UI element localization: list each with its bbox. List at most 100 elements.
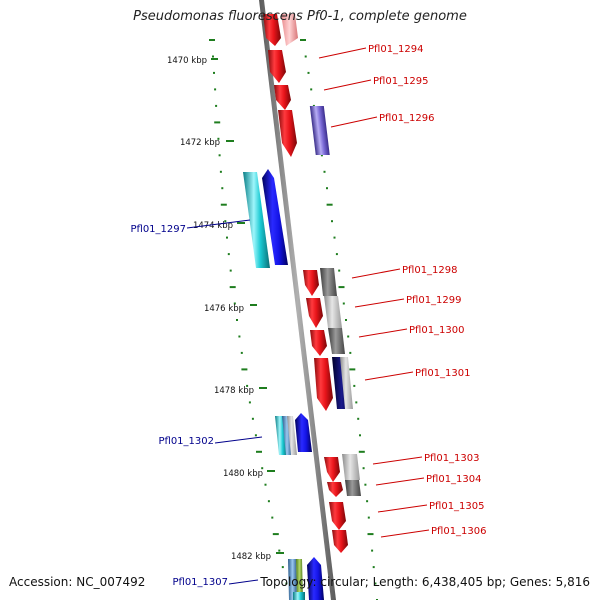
map-title: Pseudomonas fluorescens Pf0-1, complete … xyxy=(133,9,467,24)
gene-arrow[interactable] xyxy=(281,14,298,46)
tick-dot xyxy=(226,236,228,239)
gene-arrow-pfl01-1305[interactable] xyxy=(329,502,346,530)
gene-block[interactable] xyxy=(340,357,353,409)
gene-label-text[interactable]: Pfl01_1306 xyxy=(431,526,487,537)
tick-dot xyxy=(238,335,241,338)
gene-label-pfl01-1301[interactable]: Pfl01_1301 xyxy=(364,368,471,381)
gene-arrow[interactable] xyxy=(263,14,281,46)
gene-arrow[interactable] xyxy=(295,413,312,452)
tick-dot xyxy=(217,137,220,140)
gene-label-text[interactable]: Pfl01_1298 xyxy=(402,265,458,276)
gene-label-text[interactable]: Pfl01_1294 xyxy=(368,44,424,55)
kbp-scale: 1470 kbp 1472 kbp 1474 kbp 1476 kbp 1478… xyxy=(167,56,284,562)
gene-block[interactable] xyxy=(320,268,337,296)
gene-label-text[interactable]: Pfl01_1300 xyxy=(409,325,465,336)
gene-label-text[interactable]: Pfl01_1295 xyxy=(373,76,429,87)
gene-label-text[interactable]: Pfl01_1305 xyxy=(429,501,485,512)
gene-label-text[interactable]: Pfl01_1299 xyxy=(406,295,462,306)
gene-label-pfl01-1299[interactable]: Pfl01_1299 xyxy=(354,295,462,308)
tick-dot xyxy=(267,500,270,503)
tick-dot xyxy=(229,286,236,289)
tick-dot xyxy=(338,286,345,289)
tick-dot xyxy=(307,71,310,74)
gene-label-pfl01-1297[interactable]: Pfl01_1297 xyxy=(130,219,251,235)
gene-label-text[interactable]: Pfl01_1302 xyxy=(158,436,214,447)
tick-dot xyxy=(227,253,230,256)
tick-dot xyxy=(248,401,251,404)
gene-label-text[interactable]: Pfl01_1301 xyxy=(415,368,471,379)
gene-block[interactable] xyxy=(287,416,297,455)
gene-arrow-pfl01-1295[interactable] xyxy=(274,85,291,110)
tick-dot xyxy=(355,401,358,404)
gene-label-pfl01-1304[interactable]: Pfl01_1304 xyxy=(375,474,482,486)
gene-label-text[interactable]: Pfl01_1307 xyxy=(172,577,228,588)
gene-label-text[interactable]: Pfl01_1304 xyxy=(426,474,482,485)
tick-dot xyxy=(349,368,356,371)
gene-arrow-pfl01-1299[interactable] xyxy=(306,298,323,328)
feature-track-left xyxy=(243,169,324,600)
gene-label-pfl01-1306[interactable]: Pfl01_1306 xyxy=(380,526,487,538)
tick-dot xyxy=(366,500,369,503)
gene-label-pfl01-1298[interactable]: Pfl01_1298 xyxy=(351,265,458,279)
tick-dot xyxy=(261,467,264,470)
gene-arrow-pfl01-1300[interactable] xyxy=(310,330,327,356)
gene-label-pfl01-1303[interactable]: Pfl01_1303 xyxy=(372,453,480,465)
tick-dot xyxy=(374,582,377,585)
tick-dot xyxy=(367,516,370,519)
kbp-label: 1470 kbp xyxy=(167,56,207,66)
gene-arrow-pfl01-1306[interactable] xyxy=(332,530,348,553)
gene-arrow-pfl01-1294[interactable] xyxy=(268,50,286,83)
gene-block[interactable] xyxy=(309,106,330,155)
gene-label-pfl01-1300[interactable]: Pfl01_1300 xyxy=(358,325,465,338)
gene-label-pfl01-1296[interactable]: Pfl01_1296 xyxy=(330,113,435,128)
tick-dot xyxy=(233,302,236,305)
tick-dot xyxy=(312,104,315,107)
gene-arrow-pfl01-1298[interactable] xyxy=(303,270,319,296)
gene-arrow-pfl01-1304[interactable] xyxy=(327,482,343,497)
tick-dot xyxy=(246,384,249,387)
gene-label-text[interactable]: Pfl01_1297 xyxy=(130,224,186,235)
gene-label-pfl01-1305[interactable]: Pfl01_1305 xyxy=(377,501,485,513)
gene-block[interactable] xyxy=(342,454,360,480)
gene-label-pfl01-1307[interactable]: Pfl01_1307 xyxy=(172,577,259,588)
kbp-label: 1482 kbp xyxy=(231,552,271,562)
tick-dot xyxy=(372,566,375,569)
tick-dot xyxy=(272,533,279,536)
gene-label-text[interactable]: Pfl01_1296 xyxy=(379,113,435,124)
tick-dot xyxy=(304,55,307,58)
gene-block[interactable] xyxy=(282,416,292,455)
gene-label-text[interactable]: Pfl01_1303 xyxy=(424,453,480,464)
gene-block-pfl01-1307[interactable] xyxy=(288,559,297,600)
tick-dot xyxy=(214,88,217,91)
genome-backbone xyxy=(259,0,336,600)
tick-dot xyxy=(333,236,336,239)
left-gene-labels: Pfl01_1297 Pfl01_1302 Pfl01_1307 xyxy=(130,219,263,588)
gene-block[interactable] xyxy=(293,592,305,600)
tick-dot xyxy=(241,368,248,371)
gene-block[interactable] xyxy=(345,480,361,496)
genome-summary-text: Topology: circular; Length: 6,438,405 bp… xyxy=(260,575,590,589)
gene-arrow[interactable] xyxy=(307,557,324,600)
tick-dot xyxy=(359,434,361,437)
tick-dot xyxy=(371,549,374,552)
gene-arrow[interactable] xyxy=(262,169,288,265)
gene-label-pfl01-1302[interactable]: Pfl01_1302 xyxy=(158,436,263,447)
tick-dot xyxy=(357,417,360,420)
tick-dot xyxy=(209,39,215,41)
kbp-label: 1472 kbp xyxy=(180,138,220,148)
gene-block[interactable] xyxy=(296,559,303,600)
gene-arrow-pfl01-1303[interactable] xyxy=(324,457,340,482)
gene-label-pfl01-1294[interactable]: Pfl01_1294 xyxy=(318,44,424,59)
tick-dot xyxy=(364,483,367,486)
gene-block-pfl01-1297[interactable] xyxy=(243,172,270,268)
gene-arrow-pfl01-1301[interactable] xyxy=(314,358,333,411)
gene-block[interactable] xyxy=(324,296,342,328)
gene-label-pfl01-1295[interactable]: Pfl01_1295 xyxy=(323,76,429,91)
gene-arrow-pfl01-1296[interactable] xyxy=(278,110,297,157)
kbp-tick-1470: 1470 kbp xyxy=(167,56,218,66)
gene-block[interactable] xyxy=(328,328,345,354)
tick-dot xyxy=(335,253,338,256)
tick-dot xyxy=(281,566,284,569)
